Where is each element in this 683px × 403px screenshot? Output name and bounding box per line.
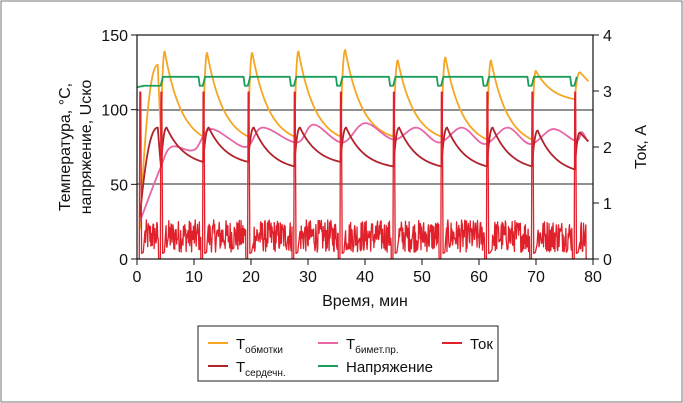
legend-label-bimetal: Tбимет.пр. [346, 336, 399, 356]
x-tick-label: 30 [299, 269, 317, 286]
series-layer [137, 49, 590, 259]
x-tick-label: 70 [527, 269, 545, 286]
series-line-bimetal [139, 122, 589, 222]
y-left-tick-label: 50 [110, 177, 128, 194]
legend-item-winding: Tобмотки [208, 336, 283, 356]
legend: Tобмотки Tбимет.пр. Ток Tсердечн. Напряж… [197, 325, 499, 382]
legend-label-winding: Tобмотки [236, 336, 283, 356]
x-tick-label: 0 [133, 269, 142, 286]
legend-label-voltage: Напряжение [346, 359, 433, 376]
y-left-tick-label: 0 [119, 252, 128, 269]
y-left-tick-label: 150 [101, 28, 128, 45]
series-line-current [138, 91, 587, 259]
legend-item-voltage: Напряжение [318, 359, 433, 376]
series-line-core [138, 126, 590, 218]
x-tick-label: 60 [470, 269, 488, 286]
y-left-axis-label-line1: Температура, °С, [57, 83, 74, 211]
legend-label-core: Tсердечн. [236, 359, 286, 379]
series-line-voltage [137, 75, 578, 89]
x-tick-label: 10 [185, 269, 203, 286]
y-right-tick-label: 3 [603, 84, 612, 101]
x-tick-label: 40 [356, 269, 374, 286]
y-left-axis-label-line2: напряжение, Uско [78, 80, 95, 215]
legend-item-current: Ток [442, 336, 493, 353]
legend-label-current: Ток [470, 336, 493, 353]
x-tick-label: 20 [242, 269, 260, 286]
legend-item-bimetal: Tбимет.пр. [318, 336, 399, 356]
gridlines [137, 109, 593, 185]
legend-item-core: Tсердечн. [208, 359, 286, 379]
y-left-tick-label: 100 [101, 103, 128, 120]
x-tick-label: 50 [413, 269, 431, 286]
y-right-tick-label: 2 [603, 140, 612, 157]
y-right-tick-label: 0 [603, 252, 612, 269]
y-right-axis-label: Ток, А [633, 125, 650, 169]
y-right-tick-label: 4 [603, 28, 612, 45]
y-right-tick-label: 1 [603, 196, 612, 213]
x-axis-label: Время, мин [322, 293, 408, 310]
legend-box [197, 325, 499, 382]
x-tick-label: 80 [584, 269, 602, 286]
